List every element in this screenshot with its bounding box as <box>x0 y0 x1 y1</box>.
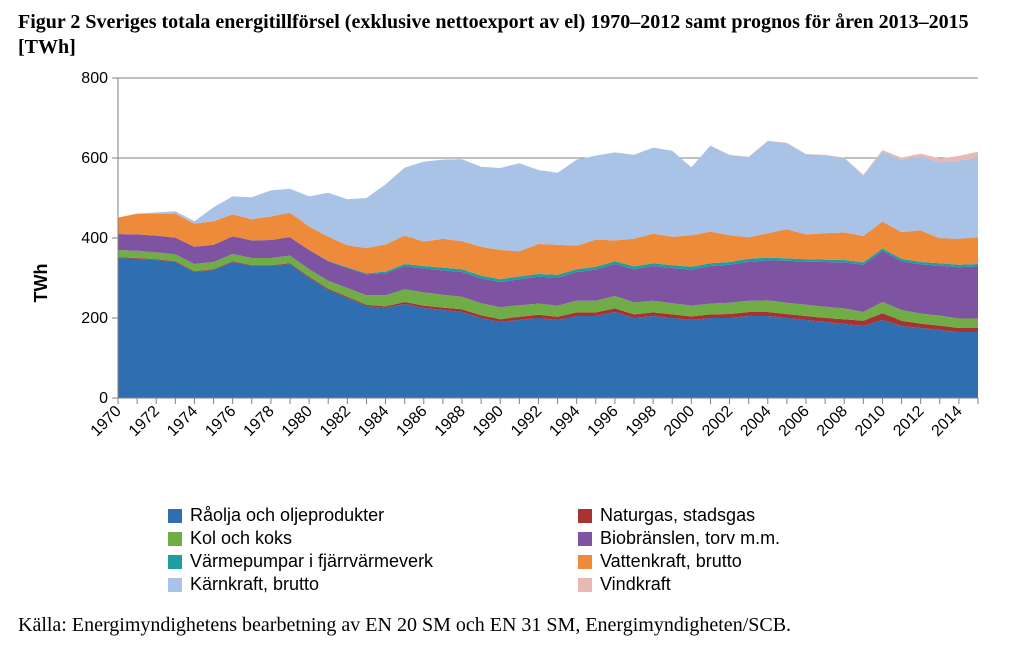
legend-item-karnkraft: Kärnkraft, brutto <box>168 573 578 596</box>
legend-swatch <box>168 532 182 546</box>
svg-text:0: 0 <box>99 390 108 407</box>
legend-label: Kol och koks <box>190 528 292 549</box>
svg-text:2008: 2008 <box>814 403 851 440</box>
svg-text:800: 800 <box>81 70 108 87</box>
svg-text:1986: 1986 <box>393 403 430 440</box>
legend-swatch <box>168 555 182 569</box>
svg-text:2000: 2000 <box>661 403 698 440</box>
svg-text:2006: 2006 <box>776 403 813 440</box>
svg-text:1978: 1978 <box>241 403 278 440</box>
legend-item-naturgas: Naturgas, stadsgas <box>578 504 988 527</box>
svg-text:1998: 1998 <box>623 403 660 440</box>
legend-item-bio: Biobränslen, torv m.m. <box>578 527 988 550</box>
legend-swatch <box>168 509 182 523</box>
stacked-area-chart: 0200400600800197019721974197619781980198… <box>28 68 988 498</box>
legend-item-varmepump: Värmepumpar i fjärrvärmeverk <box>168 550 578 573</box>
svg-text:1974: 1974 <box>164 403 201 440</box>
svg-text:1994: 1994 <box>546 403 583 440</box>
page-title: Figur 2 Sveriges totala energitillförsel… <box>18 10 999 60</box>
legend-swatch <box>578 578 592 592</box>
legend-item-kol: Kol och koks <box>168 527 578 550</box>
svg-text:2014: 2014 <box>929 403 966 440</box>
chart-container: TWh 020040060080019701972197419761978198… <box>28 68 988 498</box>
legend-label: Naturgas, stadsgas <box>600 505 755 526</box>
svg-text:2010: 2010 <box>852 403 889 440</box>
y-axis-label: TWh <box>31 264 52 303</box>
svg-text:1976: 1976 <box>202 403 239 440</box>
legend-label: Vattenkraft, brutto <box>600 551 742 572</box>
legend-label: Vindkraft <box>600 574 671 595</box>
svg-text:2004: 2004 <box>737 403 774 440</box>
legend-swatch <box>578 532 592 546</box>
svg-text:2012: 2012 <box>890 403 927 440</box>
legend-swatch <box>578 555 592 569</box>
legend-label: Biobränslen, torv m.m. <box>600 528 780 549</box>
svg-text:1992: 1992 <box>508 403 545 440</box>
legend-swatch <box>578 509 592 523</box>
source-text: Källa: Energimyndighetens bearbetning av… <box>18 614 999 637</box>
legend-item-vatten: Vattenkraft, brutto <box>578 550 988 573</box>
svg-text:1972: 1972 <box>126 403 163 440</box>
legend-label: Råolja och oljeprodukter <box>190 505 384 526</box>
svg-text:1988: 1988 <box>432 403 469 440</box>
svg-text:1984: 1984 <box>355 403 392 440</box>
legend-item-raolja: Råolja och oljeprodukter <box>168 504 578 527</box>
svg-text:1990: 1990 <box>470 403 507 440</box>
svg-text:400: 400 <box>81 230 108 247</box>
svg-text:1982: 1982 <box>317 403 354 440</box>
legend-label: Värmepumpar i fjärrvärmeverk <box>190 551 433 572</box>
legend: Råolja och oljeprodukter Naturgas, stadsg… <box>168 504 988 596</box>
svg-text:600: 600 <box>81 150 108 167</box>
svg-text:2002: 2002 <box>699 403 736 440</box>
legend-item-vind: Vindkraft <box>578 573 988 596</box>
svg-text:1970: 1970 <box>88 403 125 440</box>
svg-text:200: 200 <box>81 310 108 327</box>
legend-swatch <box>168 578 182 592</box>
svg-text:1996: 1996 <box>585 403 622 440</box>
legend-label: Kärnkraft, brutto <box>190 574 319 595</box>
svg-text:1980: 1980 <box>279 403 316 440</box>
